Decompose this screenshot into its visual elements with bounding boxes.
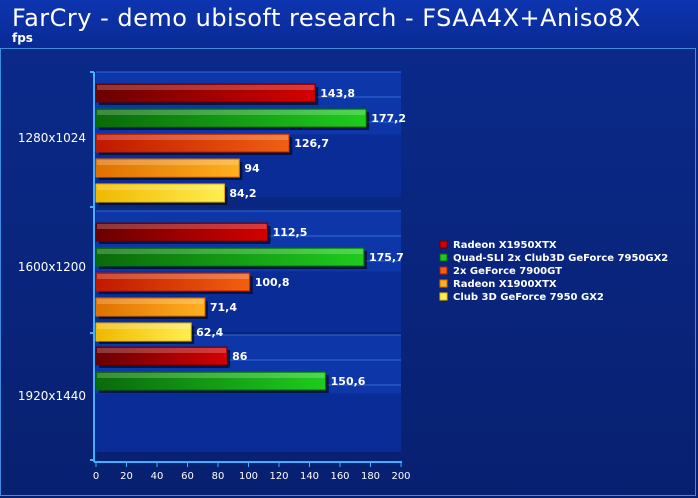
chart-subtitle: fps bbox=[12, 31, 33, 45]
x-tick-label: 40 bbox=[151, 471, 164, 482]
x-tick-label: 60 bbox=[181, 471, 194, 482]
legend-swatch bbox=[439, 279, 448, 288]
x-tick-label: 160 bbox=[330, 471, 349, 482]
bar-highlight bbox=[97, 274, 249, 279]
x-tick-label: 120 bbox=[269, 471, 288, 482]
legend-label: Quad-SLI 2x Club3D GeForce 7950GX2 bbox=[453, 253, 668, 264]
value-label: 177,2 bbox=[371, 112, 406, 125]
x-tick-label: 20 bbox=[120, 471, 133, 482]
value-label: 100,8 bbox=[255, 276, 290, 289]
legend-swatch bbox=[439, 253, 448, 262]
legend-label: Radeon X1950XTX bbox=[453, 240, 557, 251]
value-label: 150,6 bbox=[331, 375, 366, 388]
legend-label: Club 3D GeForce 7950 GX2 bbox=[453, 292, 604, 303]
bar-highlight bbox=[97, 348, 227, 353]
value-label: 175,7 bbox=[369, 251, 404, 264]
bar bbox=[95, 297, 206, 317]
axes: 0 20 40 60 80 100 120 140 160 180 200 bbox=[90, 71, 411, 482]
x-tick-label: 0 bbox=[93, 471, 99, 482]
x-tick-label: 100 bbox=[239, 471, 258, 482]
legend-label: Radeon X1900XTX bbox=[453, 279, 557, 290]
value-label: 112,5 bbox=[273, 226, 308, 239]
bar bbox=[95, 222, 269, 242]
bar bbox=[95, 83, 316, 103]
value-label: 143,8 bbox=[320, 87, 355, 100]
value-label: 84,2 bbox=[229, 187, 256, 200]
bar-highlight bbox=[97, 85, 315, 90]
legend-swatch bbox=[439, 292, 448, 301]
bar bbox=[95, 158, 240, 178]
bar bbox=[95, 183, 225, 203]
bar bbox=[95, 247, 365, 267]
bar bbox=[95, 346, 228, 366]
chart-frame bbox=[0, 48, 696, 496]
bar-highlight bbox=[97, 160, 239, 165]
title-bar: FarCry - demo ubisoft research - FSAA4X+… bbox=[0, 0, 698, 48]
band-shade bbox=[96, 393, 401, 452]
value-label: 126,7 bbox=[294, 137, 329, 150]
bar-highlight bbox=[97, 135, 289, 140]
category-label: 1280x1024 bbox=[18, 131, 86, 145]
bar bbox=[95, 371, 327, 391]
chart-title: FarCry - demo ubisoft research - FSAA4X+… bbox=[12, 4, 641, 32]
category-label: 1920x1440 bbox=[18, 389, 86, 403]
bars bbox=[95, 83, 370, 393]
bar-highlight bbox=[97, 373, 325, 378]
bar bbox=[95, 272, 251, 292]
x-tick-label: 80 bbox=[212, 471, 225, 482]
bar bbox=[95, 133, 290, 153]
bar-highlight bbox=[97, 185, 224, 190]
x-tick-label: 200 bbox=[391, 471, 410, 482]
value-label: 71,4 bbox=[210, 301, 237, 314]
bar-highlight bbox=[97, 249, 363, 254]
labels: 1280x1024 1600x1200 1920x1440 143,8 177,2 126… bbox=[18, 87, 406, 403]
legend-swatch bbox=[439, 266, 448, 275]
x-tick-label: 140 bbox=[300, 471, 319, 482]
bar-highlight bbox=[97, 299, 204, 304]
bar-highlight bbox=[97, 324, 191, 329]
legend-swatch bbox=[439, 240, 448, 249]
legend-label: 2x GeForce 7900GT bbox=[453, 266, 562, 277]
bar bbox=[95, 108, 367, 128]
category-label: 1600x1200 bbox=[18, 260, 86, 274]
value-label: 62,4 bbox=[196, 326, 223, 339]
value-label: 94 bbox=[244, 162, 260, 175]
legend: Radeon X1950XTX Quad-SLI 2x Club3D GeForc… bbox=[439, 240, 668, 303]
value-label: 86 bbox=[232, 350, 248, 363]
bar bbox=[95, 322, 192, 342]
bar-highlight bbox=[97, 224, 267, 229]
bar-highlight bbox=[97, 110, 366, 115]
x-tick-label: 180 bbox=[361, 471, 380, 482]
